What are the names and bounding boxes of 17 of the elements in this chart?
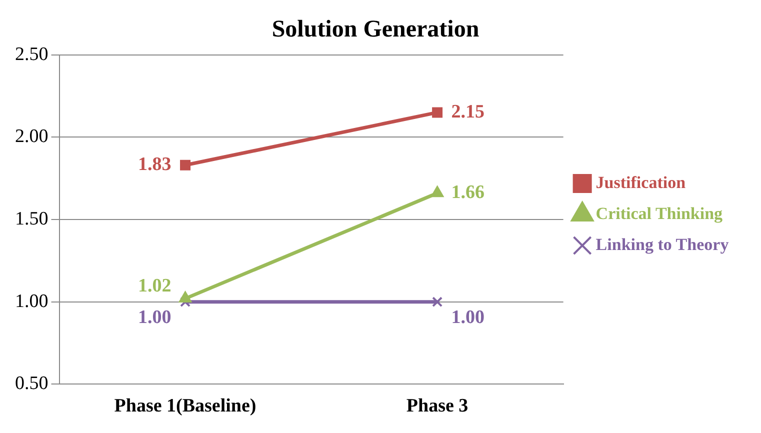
data-label: 1.00 [138, 306, 172, 328]
x-tick-label: Phase 3 [406, 396, 468, 417]
chart-title: Solution Generation [272, 16, 480, 43]
y-tick-label: 2.50 [15, 44, 48, 65]
data-label: 1.66 [451, 182, 485, 204]
data-label: 1.02 [138, 275, 172, 296]
legend-label: Justification [596, 172, 686, 192]
y-tick-label: 0.50 [15, 373, 48, 394]
y-tick-label: 1.50 [15, 208, 48, 230]
data-label: 1.00 [451, 306, 485, 328]
legend-label: Critical Thinking [596, 204, 724, 223]
y-tick-label: 2.00 [15, 126, 48, 148]
legend-label: Linking to Theory [596, 234, 730, 254]
y-tick-label: 1.00 [15, 290, 48, 312]
x-tick-label: Phase 1(Baseline) [114, 396, 256, 417]
data-label: 2.15 [451, 101, 485, 122]
data-label: 1.83 [138, 154, 172, 176]
